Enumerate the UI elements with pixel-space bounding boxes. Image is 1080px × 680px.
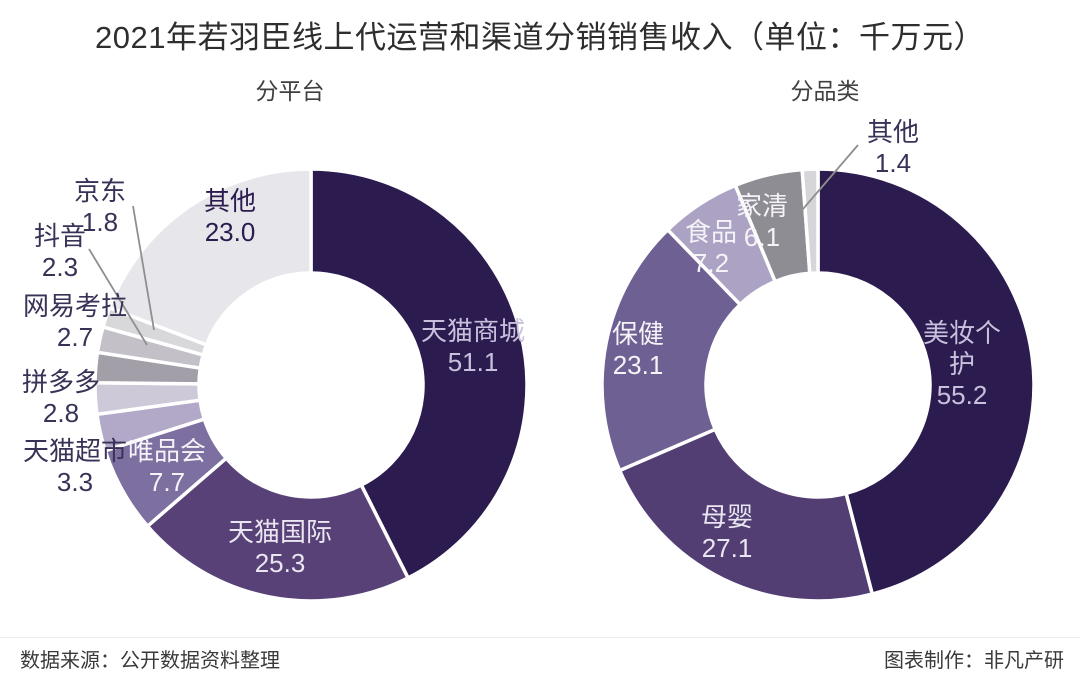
- donut-by-platform: [93, 167, 529, 603]
- donut-slice-others: [107, 167, 313, 347]
- leader-line-jd: [132, 205, 155, 331]
- chart-credit-note: 图表制作：非凡产研: [884, 650, 1064, 672]
- donut-by-category: [600, 167, 1036, 603]
- chart-title-by-category: 分品类: [790, 78, 860, 104]
- data-source-note: 数据来源：公开数据资料整理: [20, 650, 280, 672]
- donut-slice-beauty-personal-care: [816, 167, 1036, 596]
- page-title: 2021年若羽臣线上代运营和渠道分销销售收入（单位：千万元）: [95, 20, 985, 55]
- donut-slice-health: [600, 228, 742, 473]
- leader-line-douyin: [88, 248, 148, 346]
- donut-slice-tmall-intl: [145, 456, 410, 603]
- donut-slice-maternal-infant: [617, 427, 874, 603]
- footer-divider: [0, 637, 1080, 638]
- chart-title-by-platform: 分平台: [255, 78, 325, 104]
- donut-slice-tmall-mall: [309, 167, 529, 580]
- leader-line-others: [796, 144, 859, 217]
- leader-lines: [88, 144, 859, 346]
